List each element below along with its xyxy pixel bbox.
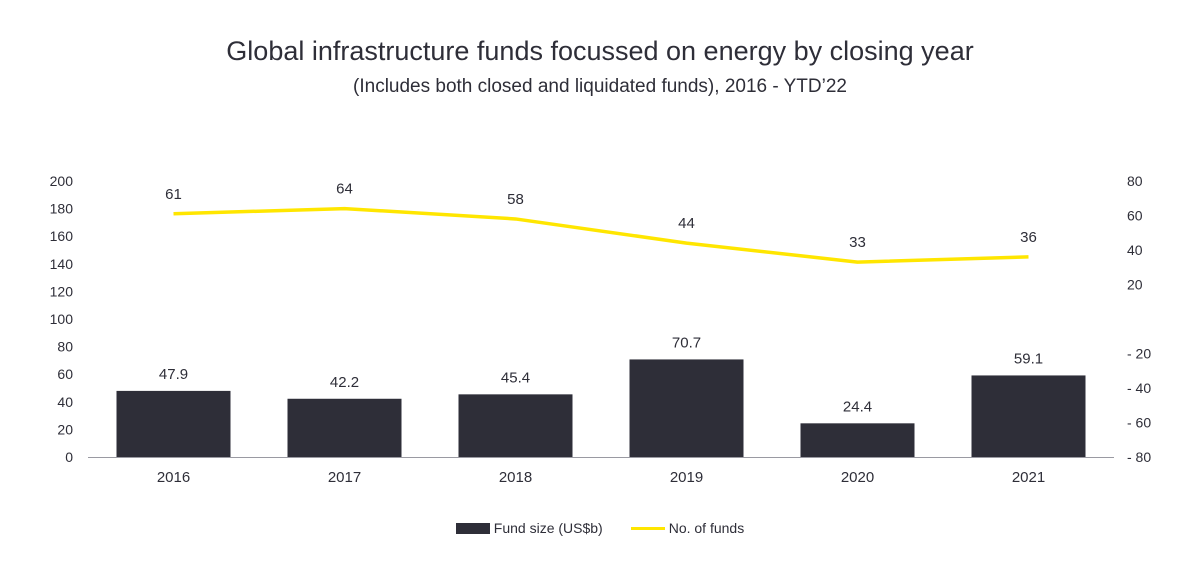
no-of-funds-line [173,206,1029,264]
legend-item-no-of-funds: No. of funds [630,520,745,536]
bar-value-label: 70.7 [672,334,701,351]
bar [971,375,1086,457]
right-tick-label: - 20 [1127,346,1151,362]
bar-value-label: 47.9 [159,366,188,383]
legend-swatch-line [630,526,665,530]
left-tick-label: 80 [57,339,73,355]
left-tick-label: 120 [50,283,74,299]
left-tick-label: 140 [50,256,74,272]
left-tick-label: 100 [50,311,74,327]
bar [458,394,573,457]
bar [116,390,231,457]
line-value-label: 44 [678,215,695,232]
left-y-axis: 0 20 40 60 80 100 120 140 160 180 200 [50,173,74,465]
bar-value-label: 42.2 [330,374,359,391]
x-tick-label: 2019 [670,469,703,486]
fund-size-labels: 47.9 42.2 45.4 70.7 24.4 59.1 [159,334,1043,415]
x-tick-label: 2020 [841,469,874,486]
left-tick-label: 200 [50,173,74,189]
right-tick-label: 60 [1127,208,1143,224]
bar-value-label: 45.4 [501,369,530,386]
line-value-label: 61 [165,186,182,203]
left-tick-label: 60 [57,366,73,382]
series-line [173,206,1029,264]
right-y-axis: 80 60 40 20 - 20 - 40 - 60 - 80 [1127,173,1151,465]
x-axis-ticks: 2016 2017 2018 2019 2020 2021 [157,469,1045,486]
legend-label-no-of-funds: No. of funds [668,520,745,536]
fund-size-bars [116,359,1086,457]
right-tick-label: - 40 [1127,380,1151,396]
bar [629,359,744,457]
right-tick-label: - 60 [1127,415,1151,431]
right-tick-label: 40 [1127,242,1143,258]
chart-title: Global infrastructure funds focussed on … [226,36,974,66]
bar [287,398,402,457]
left-tick-label: 20 [57,421,73,437]
x-tick-label: 2018 [499,469,532,486]
bar-value-label: 59.1 [1014,350,1043,367]
right-tick-label: 20 [1127,277,1143,293]
legend: Fund size (US$b) No. of funds [0,520,1200,536]
line-value-label: 36 [1020,229,1037,246]
line-value-label: 58 [507,191,524,208]
legend-item-fund-size: Fund size (US$b) [455,520,603,536]
legend-label-fund-size: Fund size (US$b) [493,520,603,536]
left-tick-label: 180 [50,201,74,217]
legend-swatch-bar [455,522,490,534]
bar-value-label: 24.4 [843,398,872,415]
left-tick-label: 160 [50,228,74,244]
x-tick-label: 2017 [328,469,361,486]
chart-subtitle: (Includes both closed and liquidated fun… [353,76,847,97]
bar [800,423,915,457]
left-tick-label: 0 [65,449,73,465]
line-value-label: 33 [849,234,866,251]
right-tick-label: 80 [1127,173,1143,189]
left-tick-label: 40 [57,394,73,410]
x-tick-label: 2016 [157,469,190,486]
x-tick-label: 2021 [1012,469,1045,486]
no-of-funds-labels: 61 64 58 44 33 36 [165,181,1037,251]
right-tick-label: - 80 [1127,449,1151,465]
line-value-label: 64 [336,181,353,198]
